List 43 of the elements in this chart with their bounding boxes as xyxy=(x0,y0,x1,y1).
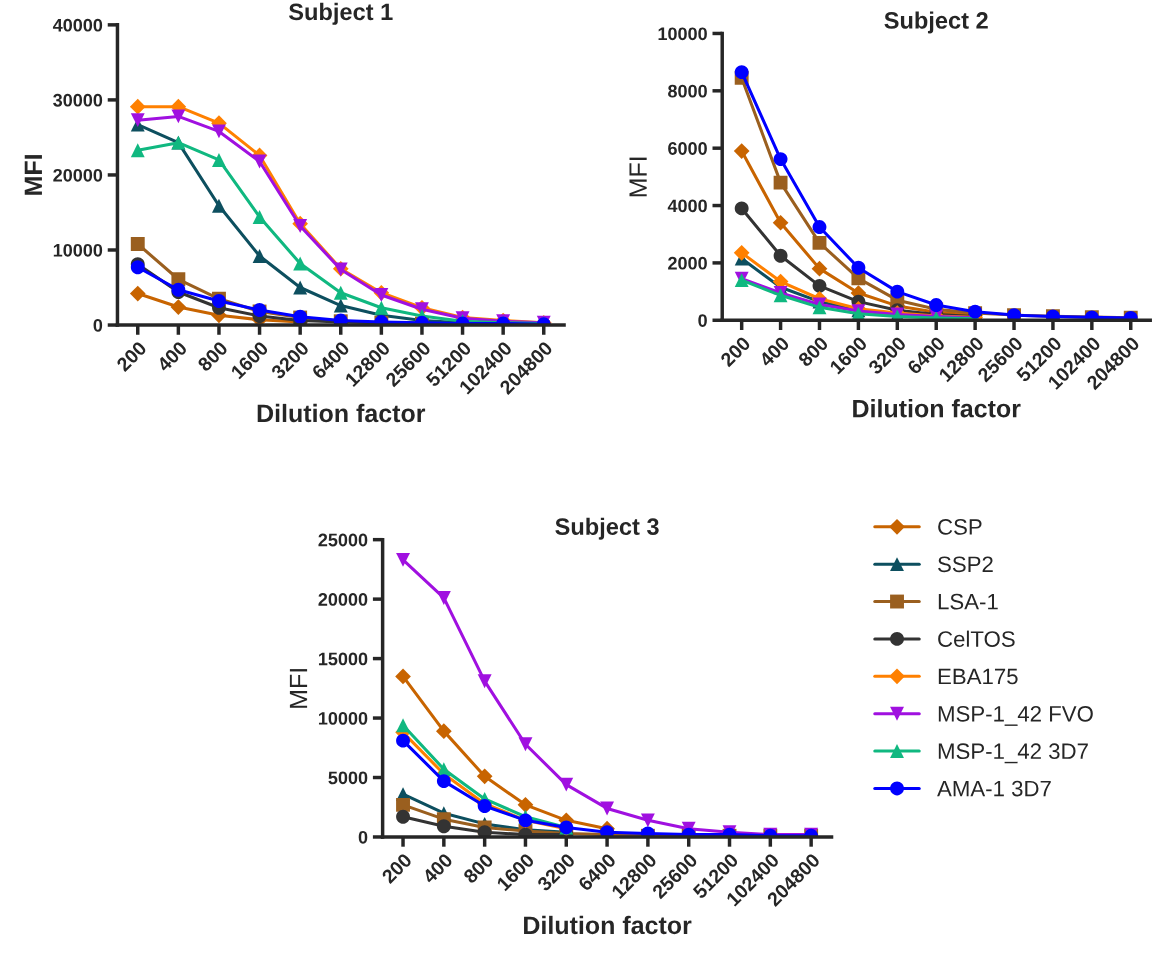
y-tick-label: 15000 xyxy=(318,652,368,666)
y-tick-label: 30000 xyxy=(53,93,103,107)
legend-label: MSP-1_42 FVO xyxy=(938,705,1093,726)
x-axis-title: Dilution factor xyxy=(524,915,692,935)
y-tick-label: 0 xyxy=(358,830,368,844)
x-axis-title: Dilution factor xyxy=(257,403,426,423)
legend-label: CelTOS xyxy=(938,630,1015,647)
y-tick-label: 40000 xyxy=(52,18,103,32)
y-tick-label: 20000 xyxy=(318,593,368,606)
y-tick-label: 6000 xyxy=(668,142,707,155)
x-tick-label: 200 xyxy=(380,852,413,885)
y-axis-title: MFI xyxy=(24,155,42,195)
y-tick-label: 10000 xyxy=(318,711,368,725)
legend-label: SSP2 xyxy=(938,556,993,573)
x-axis-title: Dilution factor xyxy=(853,399,1021,418)
chart-title: Subject 3 xyxy=(555,517,659,540)
x-tick-label: 800 xyxy=(196,340,229,373)
y-axis-title: MFI xyxy=(629,157,647,197)
y-tick-label: 20000 xyxy=(53,168,103,182)
x-tick-label: 800 xyxy=(462,852,495,885)
x-tick-label: 200 xyxy=(115,340,148,373)
y-tick-label: 0 xyxy=(93,318,103,332)
y-tick-label: 2000 xyxy=(668,256,707,270)
x-tick-label: 400 xyxy=(421,852,454,885)
y-tick-label: 10000 xyxy=(658,27,707,41)
y-tick-label: 0 xyxy=(698,314,707,327)
legend-label: EBA175 xyxy=(938,668,1018,685)
legend-label: CSP xyxy=(938,519,982,535)
chart-title: Subject 1 xyxy=(288,2,393,25)
y-tick-label: 8000 xyxy=(668,84,707,98)
y-tick-label: 10000 xyxy=(53,243,103,257)
legend-label: AMA-1 3D7 xyxy=(937,780,1051,797)
x-tick-label: 200 xyxy=(719,335,752,368)
y-tick-label: 4000 xyxy=(667,199,707,213)
x-tick-label: 400 xyxy=(156,340,188,373)
chart-title: Subject 2 xyxy=(884,11,988,34)
y-tick-label: 5000 xyxy=(328,771,368,785)
y-axis-title: MFI xyxy=(289,669,308,708)
legend-label: LSA-1 xyxy=(938,593,998,610)
x-tick-label: 400 xyxy=(758,335,791,368)
y-tick-label: 25000 xyxy=(318,533,368,547)
x-tick-label: 800 xyxy=(797,335,830,368)
legend-label: MSP-1_42 3D7 xyxy=(938,743,1088,764)
